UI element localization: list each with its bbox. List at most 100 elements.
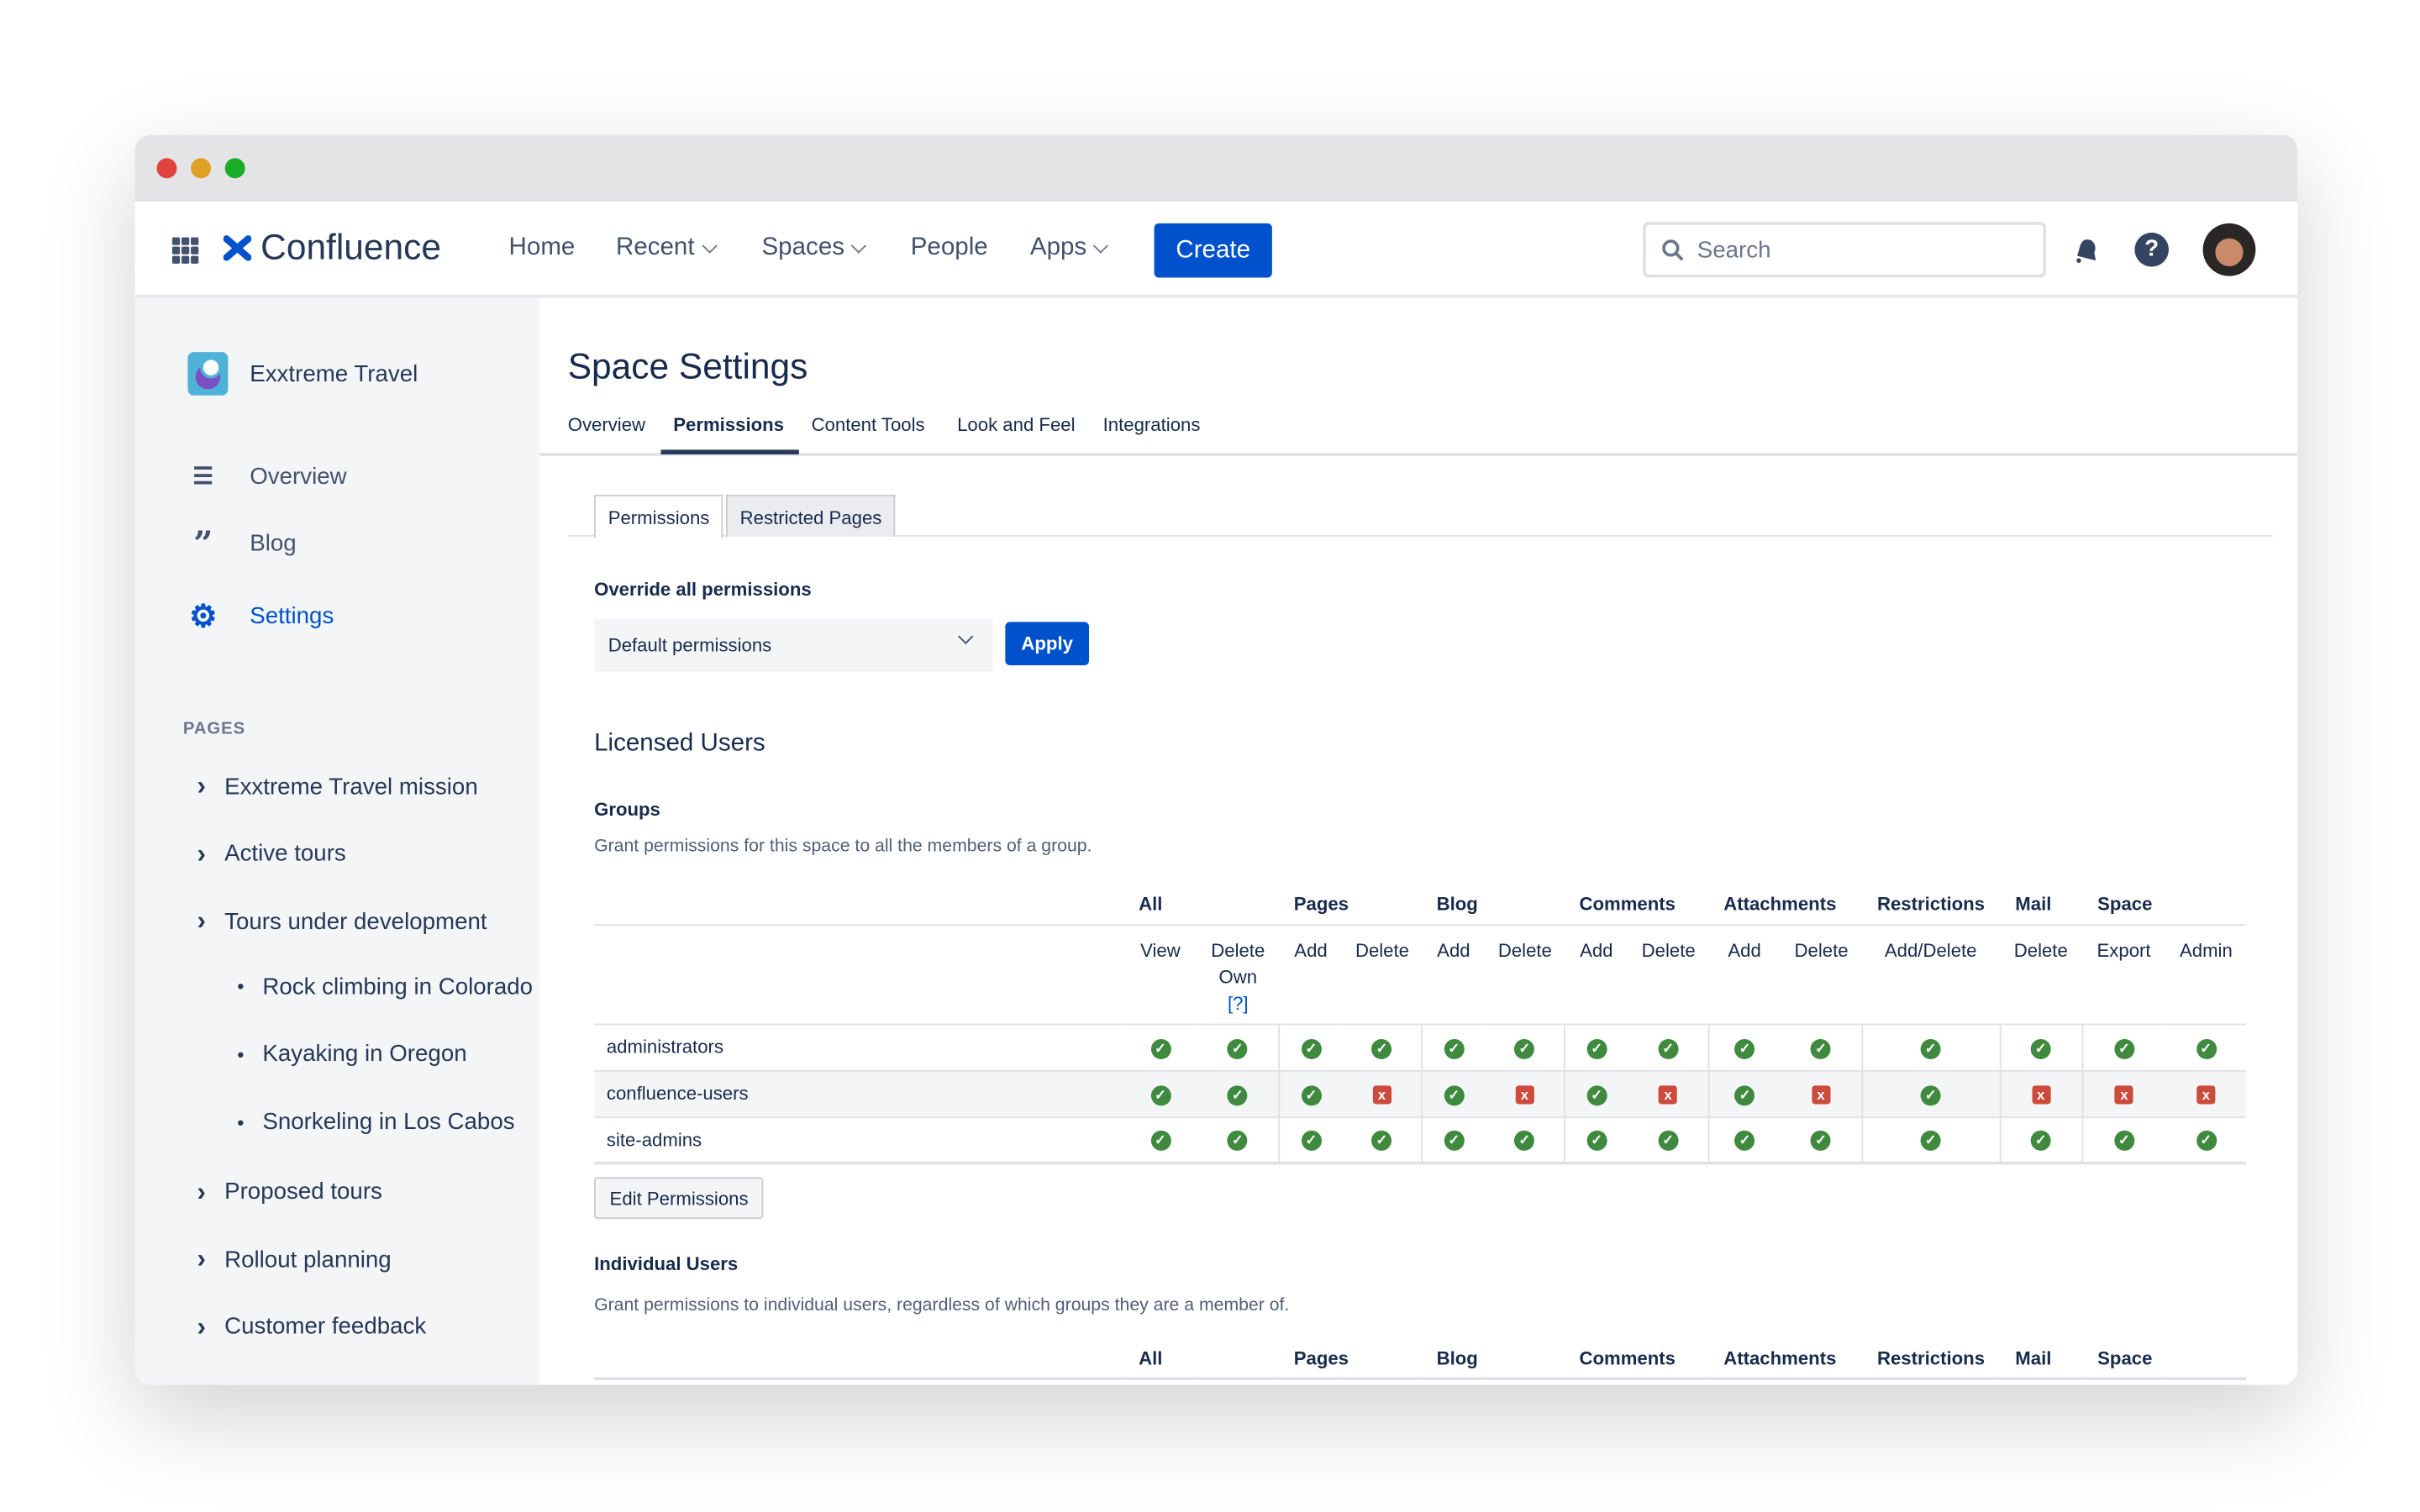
check-icon: ✓ [1811, 1131, 1832, 1152]
nav-apps-label: Apps [1029, 234, 1087, 261]
tab-content-tools[interactable]: Content Tools [811, 413, 925, 436]
permission-cell: x [2081, 1068, 2166, 1117]
check-icon: ✓ [1371, 1131, 1392, 1152]
check-icon: ✓ [2030, 1131, 2051, 1152]
help-link[interactable]: [?] [1227, 991, 1249, 1014]
chevron-right-icon[interactable]: › [197, 1311, 206, 1341]
page-tree-item[interactable]: › Exxtreme Travel mission [197, 771, 477, 802]
page-tree-label: Kayaking in Oregon [262, 1041, 467, 1068]
chevron-right-icon[interactable]: › [197, 906, 206, 936]
permission-cell: ✓ [1420, 1022, 1486, 1070]
chevron-right-icon[interactable]: › [197, 838, 206, 869]
check-icon: ✓ [1658, 1131, 1679, 1152]
sidebar-item-label: Blog [250, 530, 297, 557]
sidebar-item-label: Settings [250, 603, 334, 630]
tab-permissions[interactable]: Permissions [673, 413, 785, 436]
chevron-down-icon [851, 237, 867, 253]
chevron-right-icon[interactable]: › [197, 1176, 206, 1206]
close-window-button[interactable] [156, 158, 177, 179]
space-header[interactable]: Exxtreme Travel [187, 352, 418, 396]
check-icon: ✓ [1150, 1038, 1171, 1059]
check-icon: ✓ [1920, 1131, 1941, 1152]
individual-permissions-table: All Pages Blog Comments Attachments Restricti… [594, 1338, 2247, 1381]
tab-overview[interactable]: Overview [567, 413, 646, 436]
check-icon: ✓ [1734, 1038, 1755, 1059]
permission-header: Delete [1344, 924, 1421, 1023]
group-header: Space [2097, 892, 2153, 915]
permission-cell: ✓ [1123, 1116, 1198, 1163]
page-tree-item[interactable]: • Snorkeling in Los Cabos [237, 1109, 514, 1135]
permission-cell: x [1781, 1068, 1862, 1117]
permission-header-label: Delete [1641, 938, 1696, 961]
subtab-permissions[interactable]: Permissions [594, 494, 723, 538]
permission-header: Delete [1629, 924, 1708, 1023]
page-tree-label: Customer feedback [224, 1314, 427, 1341]
quote-icon: ” [193, 523, 213, 564]
nav-people[interactable]: People [910, 234, 988, 261]
confluence-logo[interactable]: Confluence [223, 227, 441, 269]
create-button[interactable]: Create [1154, 223, 1272, 278]
tab-look-and-feel[interactable]: Look and Feel [957, 413, 1076, 436]
check-icon: ✓ [1301, 1084, 1322, 1105]
permission-cell: ✓ [1277, 1068, 1344, 1117]
page-tree-item[interactable]: › Proposed tours [197, 1177, 381, 1208]
search-input[interactable]: Search [1643, 222, 2047, 278]
permission-header: Delete Own [?] [1197, 924, 1278, 1023]
bullet-icon: • [237, 1110, 245, 1133]
nav-recent[interactable]: Recent [616, 234, 718, 262]
permission-cell: ✓ [1277, 1116, 1344, 1163]
override-select[interactable]: Default permissions [594, 618, 993, 672]
chevron-right-icon[interactable]: › [197, 1243, 206, 1274]
page-tree-item[interactable]: › Tours under development [197, 906, 487, 937]
sidebar-item-settings[interactable]: ⚙ Settings [187, 597, 334, 636]
page-tree-item[interactable]: • Rock climbing in Colorado [237, 974, 533, 1000]
chevron-down-icon [958, 628, 974, 645]
group-name: site-admins [594, 1116, 1123, 1163]
page-tree-item[interactable]: • Kayaking in Oregon [237, 1042, 466, 1068]
permission-cell: ✓ [1707, 1116, 1781, 1163]
page-tree-label: Exxtreme Travel mission [224, 773, 478, 800]
page-tree-label: Snorkeling in Los Cabos [262, 1109, 515, 1136]
permission-header: Add/Delete [1862, 924, 2000, 1023]
chevron-down-icon [701, 237, 718, 253]
permission-cell: ✓ [1420, 1116, 1486, 1163]
group-header-row: All Pages Blog Comments Attachments Restricti… [594, 1338, 2246, 1378]
check-icon: ✓ [1734, 1084, 1755, 1105]
sidebar-item-overview[interactable]: ☰ Overview [187, 462, 346, 490]
cross-icon: x [2196, 1085, 2216, 1105]
edit-permissions-button[interactable]: Edit Permissions [594, 1177, 765, 1220]
help-icon[interactable]: ? [2134, 232, 2169, 267]
group-header: Attachments [1723, 892, 1837, 915]
check-icon: ✓ [1150, 1084, 1171, 1105]
nav-apps[interactable]: Apps [1029, 234, 1109, 262]
app-grid-icon[interactable] [171, 237, 199, 264]
apply-button[interactable]: Apply [1005, 622, 1090, 666]
permission-cell: x [1343, 1068, 1422, 1117]
permission-cell: ✓ [2165, 1022, 2247, 1070]
page-tree-item[interactable]: › Rollout planning [197, 1244, 391, 1275]
page-tree-item[interactable]: › Customer feedback [197, 1312, 426, 1343]
chevron-down-icon [1093, 237, 1109, 253]
subtab-restricted-pages[interactable]: Restricted Pages [726, 494, 896, 537]
page-tree-item[interactable]: › Active tours [197, 838, 345, 869]
space-name: Exxtreme Travel [250, 360, 418, 387]
check-icon: ✓ [1658, 1038, 1679, 1059]
active-tab-indicator [660, 449, 799, 454]
bell-icon[interactable] [2071, 234, 2102, 265]
nav-home[interactable]: Home [508, 234, 576, 261]
tab-integrations[interactable]: Integrations [1102, 413, 1201, 436]
permission-cell: ✓ [1486, 1116, 1565, 1163]
group-header: Comments [1579, 892, 1676, 915]
permission-header: Add [1564, 924, 1629, 1023]
nav-spaces[interactable]: Spaces [761, 234, 867, 262]
sidebar-item-blog[interactable]: ” Blog [187, 523, 297, 564]
maximize-window-button[interactable] [224, 158, 245, 179]
page-tree-label: Active tours [224, 840, 346, 868]
group-permissions-table: All Pages Blog Comments Attachments Restricti… [594, 884, 2247, 1164]
avatar[interactable] [2202, 223, 2256, 276]
chevron-right-icon[interactable]: › [197, 770, 206, 801]
permission-header: Add [1278, 924, 1344, 1023]
permission-header-label: Admin [2179, 938, 2233, 961]
permission-cell: ✓ [1563, 1116, 1629, 1163]
minimize-window-button[interactable] [191, 158, 212, 179]
